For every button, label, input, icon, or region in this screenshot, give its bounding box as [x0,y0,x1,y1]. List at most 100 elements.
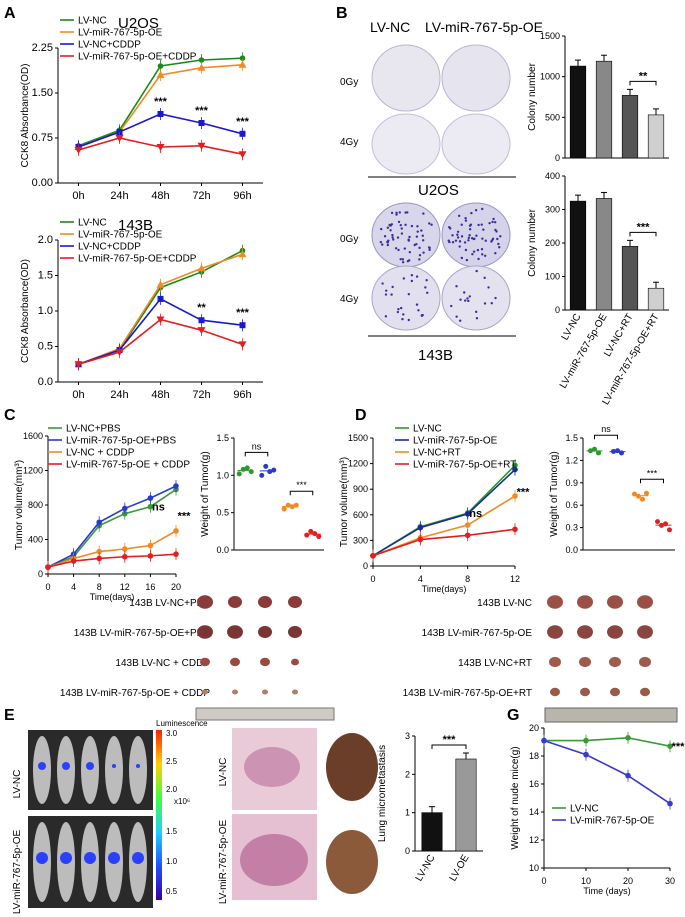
A1-x-tick-label: 48h [151,190,169,202]
A1-legend-label-3: LV-miR-767-5p-OE+CDDP [78,52,197,63]
c-row-label-2: 143B LV-NC + CDDP [115,658,210,669]
c-row-label-0: 143B LV-NC+PBS [129,598,210,609]
colony-1 [464,248,468,252]
D1-annotation-0: ns [469,508,482,520]
luminescence-spot [136,764,140,768]
colony-0 [381,243,384,246]
chart-b-u2os-colony: 0 500 1000 1500 Colony number ** [527,31,669,163]
C1-y-label: Tumor volume(mm³) [14,460,25,550]
colony-3 [459,298,462,301]
plate-u2os-oe-0gy [441,44,511,112]
B2-y-tick-label: 300 [545,205,560,215]
C2-point-1-3 [271,467,277,473]
f-lung-oe [326,830,378,894]
F1-y-tick-label: 1 [405,808,410,818]
luminescence-spot [112,764,116,768]
chart-a-143b: 0.0 0.5 1.0 1.5 2.0 0h 24h 48h 72h 96h CCK8 Absorb… [20,217,263,401]
colony-1 [463,241,467,244]
d-tumors-tumor [577,595,593,609]
F1-y-label: Lung micrometastasis [377,745,388,842]
plate-143b-nc-4gy [371,265,441,331]
C1-point [147,542,154,549]
C1-x-tick-label: 12 [120,582,130,592]
colony-0 [389,229,392,232]
c-tumors-tumor [228,596,242,608]
colony-0 [407,238,410,241]
d-tumors-tumor [579,656,591,668]
G1-x-tick-label: 0 [541,876,546,886]
c-tumors-tumor [292,689,298,695]
colony-1 [481,207,484,211]
colony-1 [456,230,460,234]
D2-point-1-1 [615,448,620,454]
colony-0 [386,241,389,244]
c-tumors-tumor [260,657,270,667]
colony-0 [418,254,422,257]
d-tumors-tumor [639,656,651,668]
colony-1 [498,246,501,249]
A2-x-tick-label: 72h [192,389,210,401]
G1-x-tick-label: 20 [623,876,633,886]
C2-annotation-0: ns [252,441,262,451]
d-tumors-tumor [549,656,561,668]
colony-0 [413,243,416,247]
colony-1 [460,235,464,238]
colony-0 [421,239,425,242]
colony-0 [421,234,424,237]
colony-3 [455,285,458,288]
d-tumors-tumor [607,625,623,639]
B2-bar-0 [569,200,587,311]
A2-legend-label-3: LV-miR-767-5p-OE+CDDP [78,254,197,265]
colony-3 [474,310,478,314]
colony-1 [448,226,451,229]
D2-point-2-3 [644,490,649,496]
plate-u2os-nc-0gy [371,44,441,112]
A1-point [74,147,83,154]
colony-1 [457,214,461,218]
colony-2 [424,286,427,289]
colony-1 [480,223,483,226]
d-tumors-tumor [637,625,653,639]
G1-legend-label-1: LV-miR-767-5p-OE [570,816,655,827]
C2-y-tick-label: 0.0 [216,545,229,555]
colony-0 [388,223,391,227]
b-row-4gy-top: 4Gy [340,137,358,148]
panel-label-d: D [355,407,367,424]
C2-y-tick-label: 1.0 [216,470,229,480]
c-tumors-tumor [288,626,302,638]
e-scale-tick-4: 1.0 [166,857,178,866]
panel-f-histology: LV-NC LV-miR-767-5p-OE [218,728,378,904]
D2-point-3-2 [663,521,668,527]
A1-point [156,144,165,151]
colony-0 [390,211,394,215]
B1-bar-3 [647,114,665,159]
colony-1 [458,240,462,243]
A2-y-tick-label: 0.0 [38,376,53,388]
e-row-oe: LV-miR-767-5p-OE [12,830,23,915]
e-color-scale [156,730,162,900]
colony-1 [447,239,450,242]
c-tumors-tumor [258,596,272,608]
c-tumors-tumor [291,658,299,666]
C1-series-line-0 [47,488,177,568]
luminescence-spot [36,852,48,864]
A2-point [157,295,164,302]
d-tumors-tumor [609,656,621,668]
colony-0 [422,212,425,215]
C1-point [96,519,102,526]
panel-e-imaging: LV-NC LV-miR-767-5p-OE Luminescence 3.0 … [12,719,208,915]
C2-point-2-2 [289,504,295,510]
D1-legend-label-3: LV-miR-767-5p-OE+RT [413,460,516,471]
c-tumors-tumor [197,595,213,609]
D1-y-tick-label: 900 [353,484,368,494]
A2-point [238,250,247,258]
colony-1 [480,248,484,251]
colony-0 [379,227,383,231]
c-row-label-1: 143B LV-miR-767-5p-OE+PBS [74,628,211,639]
f-he-oe-lesion [240,834,308,886]
B1-annotation-0: ** [639,70,648,82]
colony-2 [415,303,419,306]
C1-x-tick-label: 4 [71,582,76,592]
colony-0 [418,246,421,250]
A1-point [156,71,165,78]
